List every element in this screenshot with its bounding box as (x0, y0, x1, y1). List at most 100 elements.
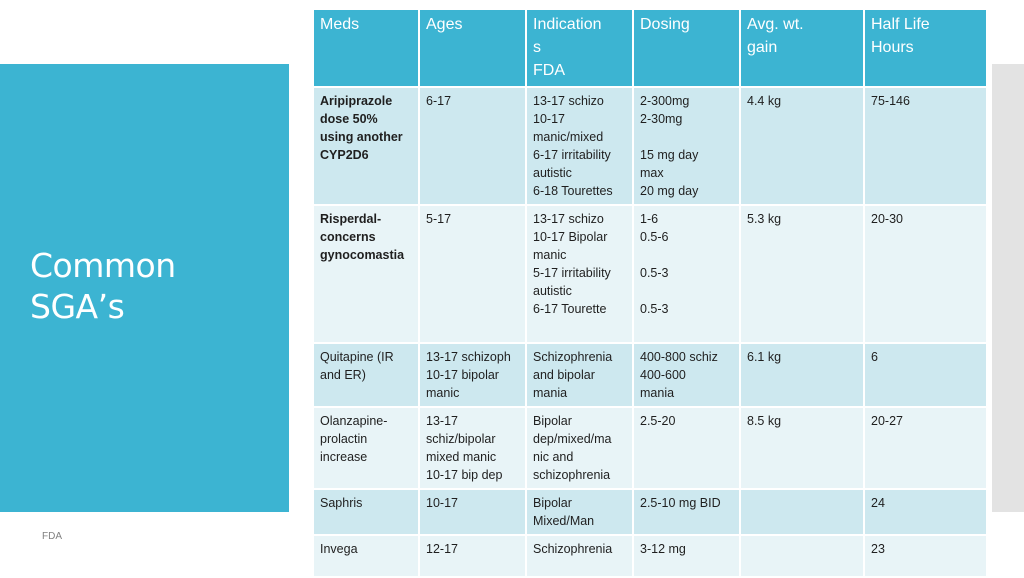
table-row: Aripiprazole dose 50% using another CYP2D6 6… (312, 86, 988, 206)
cell-line: concerns (320, 230, 376, 244)
cell-line: Schizophrenia (533, 542, 613, 556)
med-name-cell: Aripiprazole dose 50% using another CYP2D6 (312, 86, 420, 206)
ages-cell: 13-17 schiz/bipolar mixed manic 10-17 bip d… (418, 406, 527, 490)
cell-line: Schizophrenia (533, 350, 613, 364)
table-row: Invega 12-17 Schizophrenia 3-12 mg 23 (312, 534, 988, 578)
cell-line: Mixed/Man (533, 514, 595, 528)
cell-line: 13-17 schizo (533, 94, 604, 108)
dosing-cell: 400-800 schiz 400-600 mania (632, 342, 741, 408)
cell-line: autistic (533, 166, 572, 180)
cell-line: max (640, 166, 664, 180)
cell-line: nic and (533, 450, 574, 464)
cell-line: 0.5-6 (640, 230, 669, 244)
table-row: Quitapine (IR and ER) 13-17 schizoph 10-17 … (312, 342, 988, 408)
half-life-cell: 20-30 (863, 204, 988, 344)
cell-line: 6-17 (426, 94, 452, 108)
dosing-cell: 2.5-10 mg BID (632, 488, 741, 536)
table-row: Olanzapine-prolactin increase 13-17 schiz/b… (312, 406, 988, 490)
cell-line: 24 (871, 496, 885, 510)
header-meds: Meds (312, 8, 420, 88)
indication-cell: 13-17 schizo 10-17 manic/mixed 6-17 irritab… (525, 86, 634, 206)
cell-line: 2.5-10 mg BID (640, 496, 721, 510)
cell-line: 10-17 (533, 112, 565, 126)
blank-line (640, 246, 733, 264)
header-indications: Indication s FDA (525, 8, 634, 88)
cell-line: Avg. wt. (747, 16, 804, 33)
indication-cell: Bipolar Mixed/Man (525, 488, 634, 536)
slide-title-line-2: SGA’s (30, 287, 125, 326)
header-dosing: Dosing (632, 8, 741, 88)
cell-line: mixed manic (426, 450, 497, 464)
cell-line: 4.4 kg (747, 94, 782, 108)
cell-line: Risperdal- (320, 212, 382, 226)
table-row: Saphris 10-17 Bipolar Mixed/Man 2.5-10 mg BI… (312, 488, 988, 536)
cell-line: 6 (871, 350, 878, 364)
med-name-cell: Quitapine (IR and ER) (312, 342, 420, 408)
cell-line: 6-17 Tourette (533, 302, 607, 316)
title-panel (0, 64, 289, 512)
cell-line: gain (747, 39, 778, 56)
cell-line: 0.5-3 (640, 302, 669, 316)
cell-line: 400-600 (640, 368, 686, 382)
blank-line (640, 282, 733, 300)
indication-cell: Bipolar dep/mixed/ma nic and schizophrenia (525, 406, 634, 490)
cell-line: mania (640, 386, 675, 400)
cell-line: Invega (320, 542, 358, 556)
cell-line: dep/mixed/ma (533, 432, 612, 446)
cell-line: increase (320, 450, 368, 464)
cell-line: Bipolar (533, 414, 572, 428)
ages-cell: 12-17 (418, 534, 527, 578)
cell-line: dose 50% (320, 112, 378, 126)
cell-line: Bipolar (533, 496, 572, 510)
table-row: Risperdal-concerns gynocomastia 5-17 13-17 … (312, 204, 988, 344)
med-name-cell: Risperdal-concerns gynocomastia (312, 204, 420, 344)
ages-cell: 5-17 (418, 204, 527, 344)
indication-cell: 13-17 schizo 10-17 Bipolar manic 5-17 irrit… (525, 204, 634, 344)
med-name-cell: Saphris (312, 488, 420, 536)
cell-line: Aripiprazole (320, 94, 393, 108)
sga-table: Meds Ages Indication s FDA Dosing Avg. wt. gain… (312, 8, 988, 578)
cell-line: 0.5-3 (640, 266, 669, 280)
cell-line: 6-18 Tourettes (533, 184, 613, 198)
cell-line: 2-30mg (640, 112, 683, 126)
cell-line: using another (320, 130, 403, 144)
cell-line: 5-17 (426, 212, 452, 226)
cell-line: 13-17 schizo (533, 212, 604, 226)
indication-cell: Schizophrenia and bipolar mania (525, 342, 634, 408)
dosing-cell: 3-12 mg (632, 534, 741, 578)
cell-line: Half Life (871, 16, 930, 33)
wt-gain-cell (739, 488, 865, 536)
cell-line: 13-17 (426, 414, 458, 428)
wt-gain-cell: 8.5 kg (739, 406, 865, 490)
cell-line: 2-300mg (640, 94, 690, 108)
wt-gain-cell: 5.3 kg (739, 204, 865, 344)
ages-cell: 13-17 schizoph 10-17 bipolar manic (418, 342, 527, 408)
cell-line: Ages (426, 16, 463, 33)
blank-line (747, 494, 857, 512)
cell-line: 3-12 mg (640, 542, 686, 556)
cell-line: 2.5-20 (640, 414, 676, 428)
cell-line: CYP2D6 (320, 148, 369, 162)
med-name-cell: Invega (312, 534, 420, 578)
cell-line: Indication (533, 16, 602, 33)
cell-line: and bipolar (533, 368, 595, 382)
half-life-cell: 75-146 (863, 86, 988, 206)
slide-title-line-1: Common (30, 246, 176, 285)
cell-line: Olanzapine- (320, 414, 388, 428)
blank-line (640, 128, 733, 146)
half-life-cell: 24 (863, 488, 988, 536)
cell-line: 10-17 bipolar (426, 368, 499, 382)
cell-line: 23 (871, 542, 885, 556)
half-life-cell: 23 (863, 534, 988, 578)
cell-line: Dosing (640, 16, 690, 33)
cell-line: FDA (533, 62, 565, 79)
cell-line: and ER) (320, 368, 366, 382)
cell-line: 12-17 (426, 542, 458, 556)
cell-line: manic/mixed (533, 130, 604, 144)
cell-line: schizophrenia (533, 468, 611, 482)
half-life-cell: 6 (863, 342, 988, 408)
blank-line (747, 540, 857, 558)
cell-line: 10-17 bip dep (426, 468, 503, 482)
cell-line: prolactin (320, 432, 368, 446)
indication-cell: Schizophrenia (525, 534, 634, 578)
